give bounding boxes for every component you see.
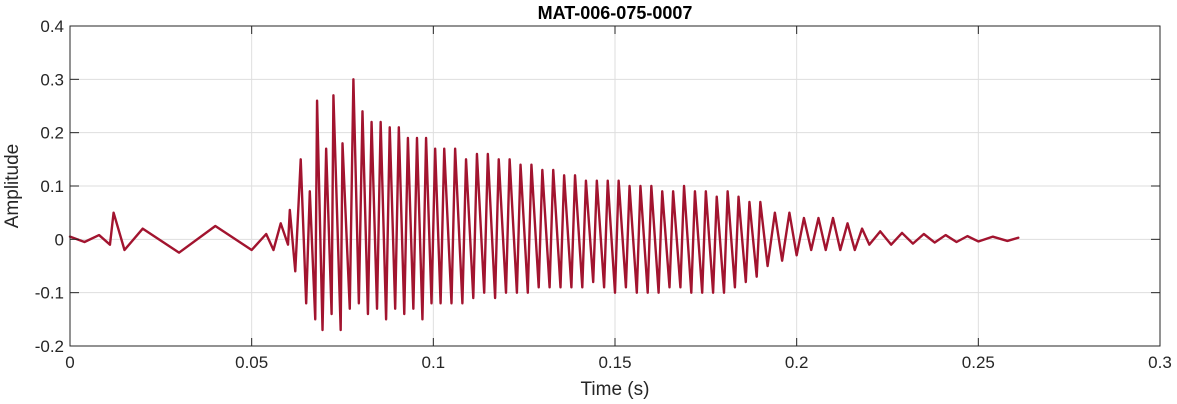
series-line-0 xyxy=(68,78,1020,332)
x-axis-title: Time (s) xyxy=(581,379,650,400)
x-tick-labels: 0 0.05 0.1 0.15 0.2 0.25 0.3 xyxy=(65,353,1172,372)
x-tick-label: 0.25 xyxy=(962,353,995,372)
x-tick-label: 0 xyxy=(65,353,74,372)
x-tick-label: 0.15 xyxy=(598,353,631,372)
x-tick-label: 0.05 xyxy=(235,353,268,372)
y-tick-label: 0.4 xyxy=(40,17,64,36)
chart-title: MAT-006-075-0007 xyxy=(538,3,693,23)
y-tick-labels: -0.2 -0.1 0 0.1 0.2 0.3 0.4 xyxy=(35,17,64,356)
tick-marks xyxy=(69,25,1161,347)
y-tick-label: -0.1 xyxy=(35,284,64,303)
y-tick-label: -0.2 xyxy=(35,337,64,356)
x-tick-label: 0.2 xyxy=(785,353,809,372)
y-tick-label: 0.1 xyxy=(40,177,64,196)
x-tick-label: 0.1 xyxy=(422,353,446,372)
y-tick-label: 0.3 xyxy=(40,70,64,89)
y-axis-title: Amplitude xyxy=(2,144,23,229)
x-tick-label: 0.3 xyxy=(1148,353,1172,372)
y-tick-label: 0 xyxy=(55,230,64,249)
y-tick-label: 0.2 xyxy=(40,124,64,143)
series-layer xyxy=(68,78,1020,332)
